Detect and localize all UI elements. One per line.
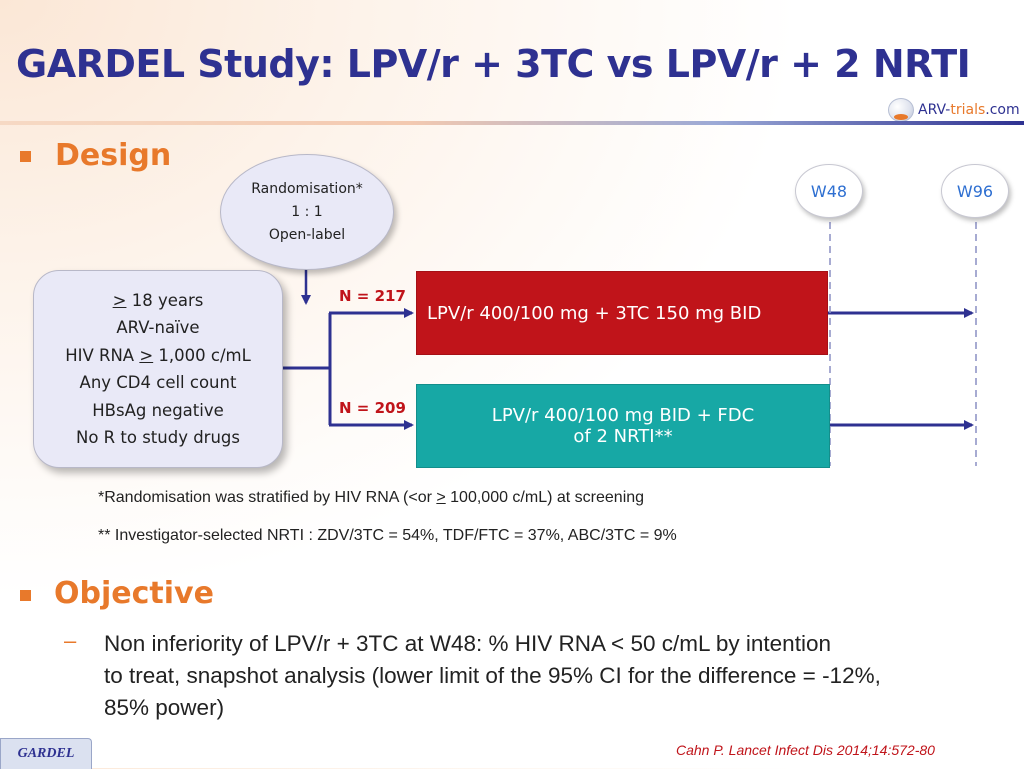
logo-text: ARV-trials.com [918,102,1020,118]
page-title: GARDEL Study: LPV/r + 3TC vs LPV/r + 2 N… [16,42,971,86]
arm1-label: LPV/r 400/100 mg + 3TC 150 mg BID [427,302,762,324]
criteria-hbsag: HBsAg negative [92,400,224,420]
study-tag: GARDEL [0,738,92,769]
objective-line-1: Non inferiority of LPV/r + 3TC at W48: %… [104,631,831,656]
objective-line-3: 85% power) [104,695,225,720]
citation: Cahn P. Lancet Infect Dis 2014;14:572-80 [676,742,935,758]
criteria-resistance: No R to study drugs [76,428,240,447]
criteria-age: > 18 years [112,290,204,310]
randomisation-footnote: *Randomisation was stratified by HIV RNA… [98,489,645,506]
objective-text: Non inferiority of LPV/r + 3TC at W48: %… [104,628,1004,724]
w48-marker: W48 [795,164,863,218]
title-divider [0,121,1024,125]
objective-dash-icon: – [64,628,77,653]
arm1-n-label: N = 217 [339,287,406,305]
criteria-hiv-rna: HIV RNA > 1,000 c/mL [65,345,251,365]
design-heading: Design [55,138,172,173]
nrti-footnote: ** Investigator-selected NRTI : ZDV/3TC … [98,527,677,544]
criteria-arv-naive: ARV-naïve [116,318,200,337]
objective-line-2: to treat, snapshot analysis (lower limit… [104,663,881,688]
randomisation-line-2: 1 : 1 [291,203,323,220]
inclusion-criteria-box: > 18 years ARV-naïve HIV RNA > 1,000 c/m… [33,270,283,468]
objective-bullet-icon [20,590,31,601]
criteria-cd4: Any CD4 cell count [79,373,237,392]
randomisation-line-1: Randomisation* [251,180,363,197]
arm2-label-line2: of 2 NRTI** [573,426,673,447]
logo-bubble-icon [888,98,914,122]
arm2-box: LPV/r 400/100 mg BID + FDC of 2 NRTI** [416,384,830,468]
logo-swoosh-icon [894,114,908,120]
arm2-n-label: N = 209 [339,399,406,417]
objective-heading: Objective [54,576,214,611]
arm2-label-line1: LPV/r 400/100 mg BID + FDC [491,405,755,426]
design-bullet-icon [20,151,31,162]
arm1-box: LPV/r 400/100 mg + 3TC 150 mg BID [416,271,828,355]
w96-marker: W96 [941,164,1009,218]
arv-trials-logo: ARV-trials.com [888,98,1020,122]
randomisation-line-3: Open-label [268,226,346,243]
randomisation-ellipse: Randomisation* 1 : 1 Open-label [220,154,394,270]
